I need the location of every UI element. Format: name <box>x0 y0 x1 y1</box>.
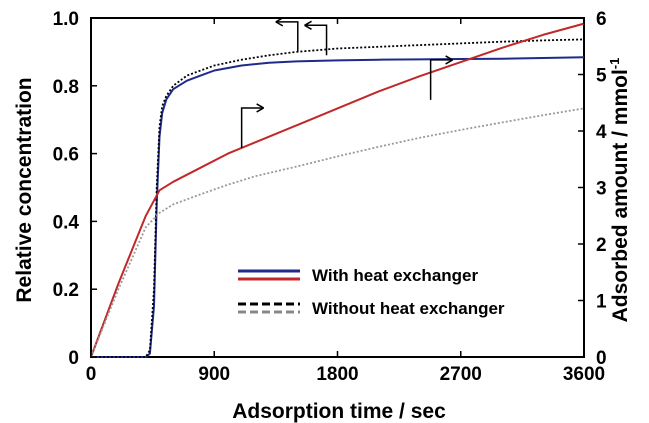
series-line-1 <box>91 38 585 358</box>
y-left-tick-label: 1.0 <box>53 9 79 30</box>
y-left-tick-label: 0.4 <box>53 212 80 233</box>
y-right-tick-label: 2 <box>596 235 607 256</box>
x-tick-label: 900 <box>198 364 230 385</box>
x-tick-label: 2700 <box>440 364 482 385</box>
series-line-3 <box>90 107 585 358</box>
legend-label-with: With heat exchanger <box>312 266 478 285</box>
legend: With heat exchanger Without heat exchang… <box>238 266 505 318</box>
y-left-tick-label: 0.6 <box>53 145 79 166</box>
axis-pointer-arrow-1 <box>304 20 328 56</box>
x-tick-label: 0 <box>86 364 97 385</box>
annotation-layer <box>240 17 453 148</box>
y-right-tick-label: 5 <box>596 66 607 87</box>
x-tick-label: 3600 <box>563 364 605 385</box>
x-axis-label: Adsorption time / sec <box>232 400 446 423</box>
y-axis-left-label: Relative concentration <box>13 77 36 302</box>
y-left-tick-label: 0.2 <box>53 280 79 301</box>
y-right-tick-label: 4 <box>596 122 607 143</box>
y-right-tick-label: 0 <box>596 348 607 369</box>
y-left-tick-label: 0.8 <box>53 77 79 98</box>
series-line-2 <box>90 22 585 358</box>
y-right-tick-label: 1 <box>596 292 607 313</box>
axis-pointer-arrow-0 <box>275 17 299 52</box>
x-tick-label: 1800 <box>316 364 358 385</box>
axis-pointer-arrow-2 <box>240 103 265 148</box>
legend-label-without: Without heat exchanger <box>312 299 505 318</box>
y-left-tick-label: 0 <box>68 348 79 369</box>
axis-pointer-arrow-3 <box>429 55 453 100</box>
y-axis-right-label: Adsorbed amount / mmol-1 <box>607 58 632 323</box>
y-axis-right-label-main: Adsorbed amount / mmol <box>609 69 632 322</box>
y-right-tick-label: 6 <box>596 9 607 30</box>
y-right-tick-label: 3 <box>596 179 607 200</box>
y-axis-right-label-sup: -1 <box>607 58 622 70</box>
